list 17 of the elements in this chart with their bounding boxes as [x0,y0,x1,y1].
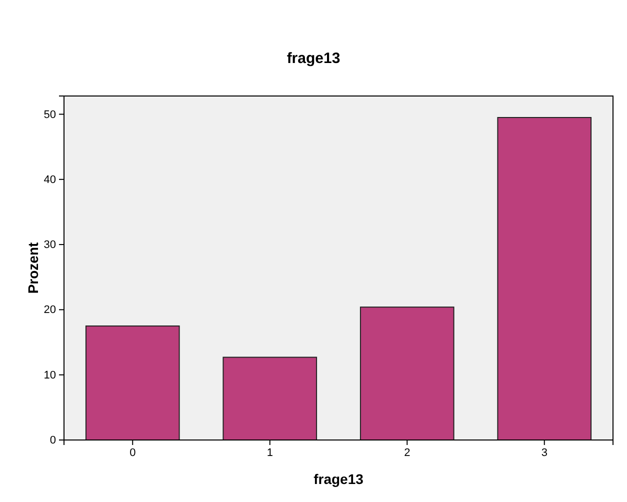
x-tick-label: 0 [130,446,136,459]
bar [360,306,454,440]
x-axis-title: frage13 [314,471,364,487]
y-tick-label: 20 [44,304,56,316]
bar [497,117,592,440]
x-tick-label: 2 [404,446,410,459]
x-tick-label: 3 [541,446,548,459]
y-tick-label: 40 [44,174,56,186]
y-tick-label: 50 [44,108,56,121]
y-tick-label: 30 [44,239,56,252]
y-tick-label: 0 [50,434,56,447]
y-axis-title: Prozent [25,242,41,294]
bar [222,356,318,440]
chart-title: frage13 [286,50,340,67]
bar [85,325,180,440]
x-tick-label: 1 [266,446,273,459]
y-tick-label: 10 [44,369,56,382]
